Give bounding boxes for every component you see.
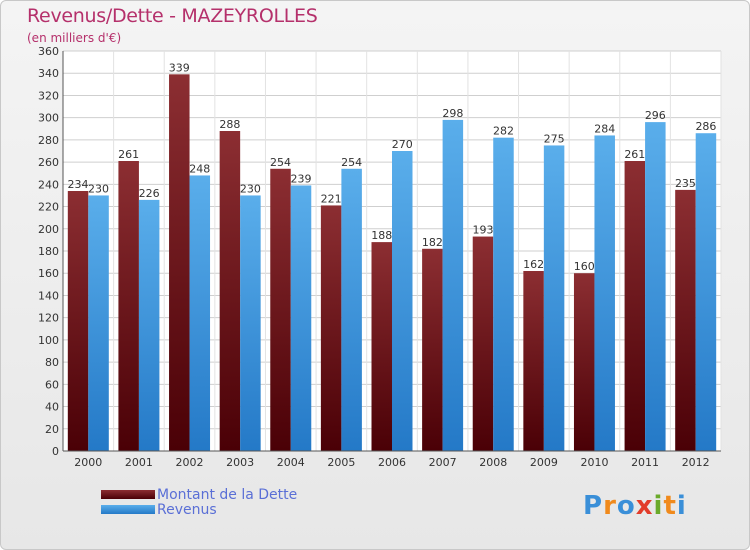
legend-item-debt: Montant de la Dette [101, 486, 298, 503]
y-tick-label: 100 [38, 334, 59, 347]
data-label: 239 [291, 172, 312, 185]
bar-debt [472, 236, 494, 451]
legend-swatch-debt [101, 490, 155, 499]
bar-revenue [594, 135, 615, 451]
y-tick-label: 160 [38, 267, 59, 280]
bar-revenue [290, 185, 312, 451]
bar-debt [320, 205, 342, 451]
data-label: 261 [624, 148, 645, 161]
data-label: 182 [422, 236, 443, 249]
y-tick-label: 200 [38, 223, 59, 236]
data-label: 230 [88, 182, 109, 195]
y-tick-label: 260 [38, 156, 59, 169]
bar-revenue [442, 119, 464, 451]
chart-subtitle: (en milliers d'€) [27, 31, 122, 45]
bar-revenue [493, 137, 514, 451]
bar-revenue [695, 133, 717, 451]
y-tick-label: 0 [52, 445, 59, 458]
x-tick-label: 2002 [176, 456, 204, 469]
bar-revenue [240, 195, 261, 451]
x-tick-label: 2010 [580, 456, 608, 469]
data-label: 234 [68, 178, 89, 191]
x-tick-label: 2000 [74, 456, 102, 469]
data-label: 248 [189, 162, 210, 175]
data-label: 270 [392, 138, 413, 151]
legend-label-debt: Montant de la Dette [157, 486, 298, 503]
bar-debt [371, 242, 392, 451]
legend-item-revenue: Revenus [101, 501, 297, 518]
data-label: 230 [240, 182, 261, 195]
bar-revenue [645, 122, 666, 451]
legend-label-revenue: Revenus [157, 501, 217, 518]
bar-revenue [543, 145, 565, 451]
chart-title: Revenus/Dette - MAZEYROLLES [27, 5, 318, 27]
y-tick-label: 340 [38, 67, 59, 80]
y-tick-label: 20 [45, 423, 59, 436]
bar-revenue [138, 199, 160, 451]
y-tick-label: 40 [45, 401, 59, 414]
data-label: 296 [645, 109, 666, 122]
data-label: 284 [594, 122, 615, 135]
y-tick-label: 60 [45, 378, 59, 391]
x-tick-label: 2007 [429, 456, 457, 469]
bar-debt [523, 271, 544, 451]
data-label: 261 [118, 148, 139, 161]
data-label: 221 [321, 192, 342, 205]
y-tick-label: 140 [38, 289, 59, 302]
bar-debt [573, 273, 595, 451]
data-label: 254 [270, 156, 291, 169]
data-label: 275 [544, 132, 565, 145]
bar-debt [219, 131, 241, 451]
y-tick-label: 320 [38, 89, 59, 102]
y-tick-label: 300 [38, 112, 59, 125]
data-label: 235 [675, 177, 696, 190]
data-label: 188 [371, 229, 392, 242]
bar-debt [118, 161, 139, 451]
y-tick-label: 220 [38, 201, 59, 214]
x-tick-label: 2004 [277, 456, 305, 469]
legend-swatch-revenue [101, 505, 155, 514]
x-tick-label: 2006 [378, 456, 406, 469]
bar-debt [169, 74, 190, 451]
proxiti-logo: Proxiti [583, 491, 687, 521]
x-tick-label: 2003 [226, 456, 254, 469]
data-label: 193 [472, 224, 493, 237]
x-tick-label: 2011 [631, 456, 659, 469]
y-tick-label: 80 [45, 356, 59, 369]
x-tick-label: 2012 [682, 456, 710, 469]
y-tick-label: 360 [38, 45, 59, 58]
bar-revenue [88, 195, 109, 451]
data-label: 254 [341, 156, 362, 169]
y-tick-label: 120 [38, 312, 59, 325]
y-tick-label: 180 [38, 245, 59, 258]
bar-revenue [341, 168, 362, 451]
data-label: 286 [695, 120, 716, 133]
data-label: 162 [523, 258, 544, 271]
y-tick-label: 240 [38, 178, 59, 191]
data-label: 160 [574, 260, 595, 273]
data-label: 298 [442, 107, 463, 120]
data-label: 288 [219, 118, 240, 131]
x-tick-label: 2009 [530, 456, 558, 469]
x-tick-label: 2001 [125, 456, 153, 469]
bar-debt [624, 161, 646, 451]
bar-debt [422, 248, 443, 451]
x-tick-label: 2005 [327, 456, 355, 469]
bar-debt [675, 189, 696, 451]
data-label: 226 [139, 187, 160, 200]
x-tick-label: 2008 [479, 456, 507, 469]
bar-debt [270, 168, 291, 451]
bar-revenue [189, 175, 211, 451]
bar-debt [67, 191, 89, 451]
chart-legend: Montant de la Dette Revenus [101, 486, 298, 518]
data-label: 339 [169, 61, 190, 74]
bar-revenue [392, 151, 413, 451]
data-label: 282 [493, 125, 514, 138]
y-tick-label: 280 [38, 134, 59, 147]
